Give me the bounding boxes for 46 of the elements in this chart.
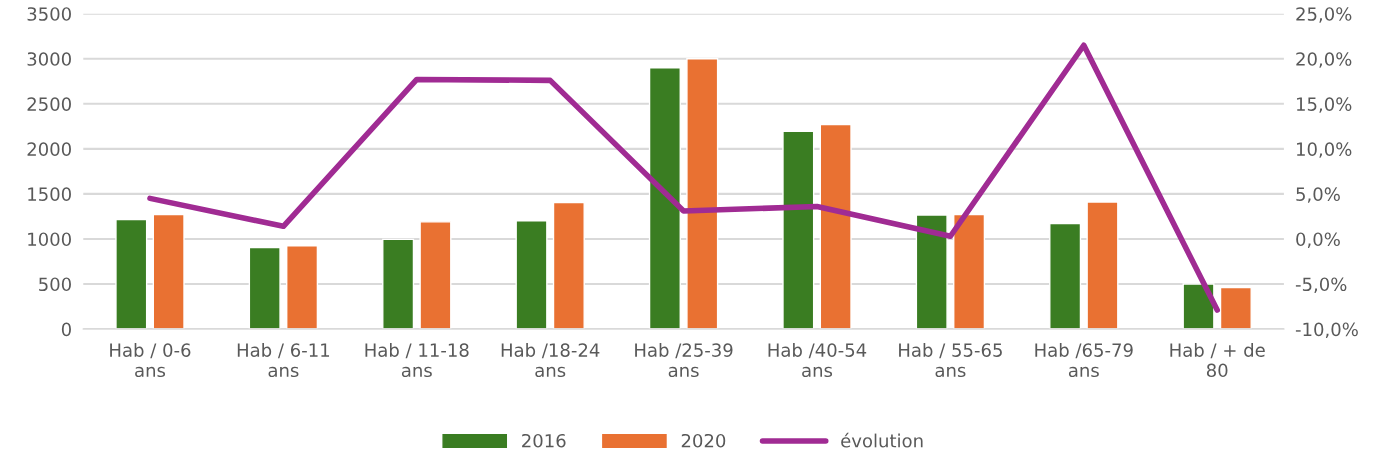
y2-tick-label: -10,0% [1295,322,1358,338]
y-tick-label: 1000 [28,232,71,247]
y2-tick-label: 10,0% [1296,142,1352,158]
y2-tick-label: 0,0% [1296,232,1340,248]
bar [1219,286,1252,330]
y-tick-label: 500 [39,277,71,292]
bar [1182,283,1215,330]
x-tick-label: Hab / 11-18 ans [365,342,469,378]
x-tick-label: Hab / + de 80 [1170,342,1265,378]
y-tick-label: 3500 [27,7,71,21]
legend-label: évolution [841,432,923,448]
x-tick-label: Hab /65-79 ans [1035,342,1133,378]
bar [782,130,815,330]
y-tick-label: 3000 [27,52,71,66]
y-tick-label: 2500 [27,97,71,111]
bar [1086,201,1119,330]
x-tick-label: Hab / 6-11 ans [237,342,330,378]
bar [515,220,548,330]
bar [286,245,319,330]
bar [648,67,681,330]
bar [152,213,185,330]
bar [115,218,148,330]
y2-tick-label: 20,0% [1296,52,1352,68]
bar [552,201,585,330]
y2-tick-label: 5,0% [1296,187,1340,203]
y2-tick-label: -5,0% [1295,277,1347,293]
y2-tick-label: 25,0% [1296,7,1352,23]
y-tick-label: 1500 [28,187,71,202]
bar [382,238,415,330]
x-tick-label: Hab / 55-65 ans [899,342,1002,378]
bar [248,246,281,330]
x-tick-label: Hab /18-24 ans [501,342,600,378]
x-tick-label: Hab /25-39 ans [635,342,733,378]
bar [915,214,948,330]
y2-tick-label: 15,0% [1296,97,1352,113]
bar [686,58,719,330]
bar [953,213,986,330]
y-tick-label: 2000 [27,142,71,156]
x-tick-label: Hab /40-54 ans [768,342,867,378]
bar [1049,222,1082,330]
bar [419,221,452,330]
x-tick-label: Hab / 0-6 ans [110,342,191,378]
bar [819,123,852,330]
y-tick-label: 0 [61,322,71,337]
legend-label: 2020 [681,433,726,448]
legend-label: 2016 [522,433,566,448]
